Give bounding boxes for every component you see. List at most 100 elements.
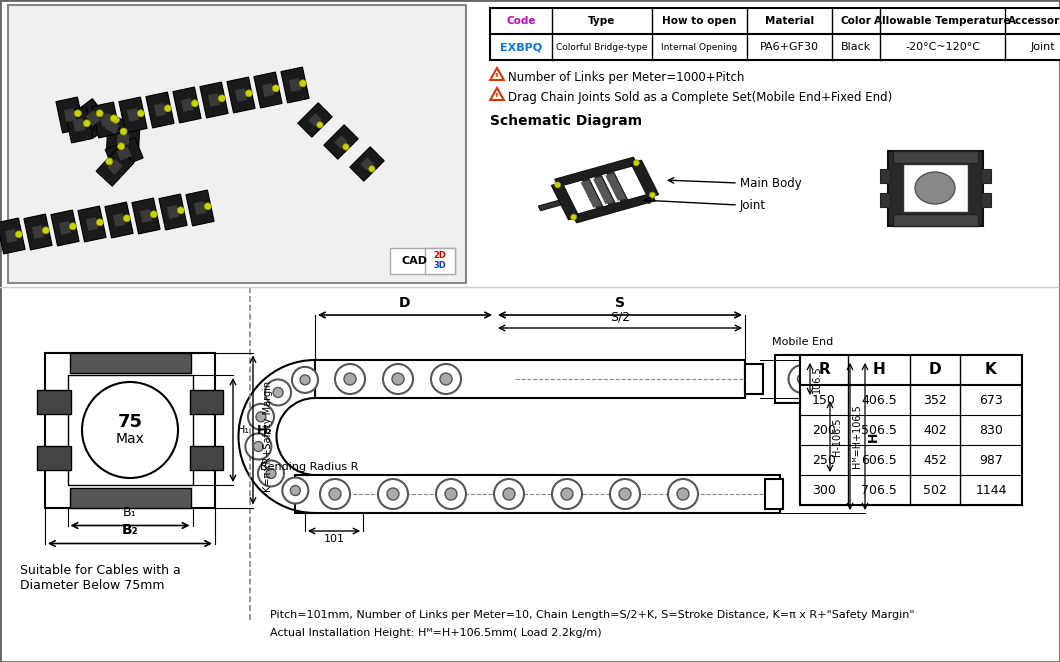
Polygon shape (78, 206, 106, 242)
Circle shape (290, 485, 300, 496)
Bar (70, 487, 191, 508)
Circle shape (344, 373, 356, 385)
Circle shape (387, 488, 399, 500)
Polygon shape (554, 157, 637, 187)
Circle shape (164, 105, 172, 112)
Circle shape (218, 95, 226, 102)
Polygon shape (65, 107, 93, 143)
Text: 2D: 2D (434, 250, 446, 260)
Polygon shape (73, 118, 85, 132)
Text: 101: 101 (323, 534, 344, 544)
Text: Colorful Bridge-type: Colorful Bridge-type (556, 42, 648, 52)
Bar (70, 352, 191, 373)
Bar (980, 169, 990, 183)
Circle shape (797, 374, 808, 384)
Polygon shape (117, 134, 129, 145)
Polygon shape (593, 177, 614, 204)
Polygon shape (631, 160, 658, 197)
Text: H: H (872, 363, 885, 377)
Circle shape (245, 90, 252, 97)
Text: PA6+GF30: PA6+GF30 (760, 42, 819, 52)
Text: 987: 987 (979, 453, 1003, 467)
Polygon shape (119, 97, 147, 133)
Text: Joint: Joint (1030, 42, 1055, 52)
Circle shape (300, 375, 310, 385)
Circle shape (378, 479, 408, 509)
Polygon shape (105, 120, 120, 134)
Circle shape (668, 479, 697, 509)
Circle shape (504, 488, 515, 500)
Circle shape (610, 479, 640, 509)
Text: 1144: 1144 (975, 483, 1007, 496)
Circle shape (120, 128, 127, 135)
Bar (425, 248, 455, 274)
Polygon shape (572, 193, 655, 223)
Polygon shape (96, 148, 134, 186)
Circle shape (292, 367, 318, 393)
Polygon shape (582, 177, 603, 209)
Circle shape (82, 382, 178, 478)
Bar (765, 479, 783, 509)
Circle shape (570, 214, 577, 220)
Text: 300: 300 (812, 483, 836, 496)
Circle shape (84, 120, 90, 127)
Circle shape (440, 373, 452, 385)
Polygon shape (159, 194, 187, 230)
Text: Bending Radius R: Bending Radius R (260, 461, 358, 471)
Text: Main Body: Main Body (740, 177, 801, 189)
Polygon shape (238, 360, 315, 513)
Polygon shape (86, 111, 101, 126)
Bar (800, 355, 1022, 505)
Polygon shape (298, 103, 332, 137)
Circle shape (255, 412, 266, 422)
Text: 200: 200 (812, 424, 836, 436)
Text: Code: Code (507, 16, 535, 26)
Text: Schematic Diagram: Schematic Diagram (490, 114, 642, 128)
Text: 250: 250 (812, 453, 836, 467)
Polygon shape (235, 88, 247, 102)
Text: S: S (615, 296, 625, 310)
Bar (902, 164, 968, 212)
Circle shape (96, 219, 103, 226)
Text: Actual Installation Height: Hᴹ=H+106.5mm( Load 2.2kg/m): Actual Installation Height: Hᴹ=H+106.5mm… (270, 628, 602, 638)
Polygon shape (146, 92, 174, 128)
Polygon shape (93, 110, 131, 144)
Text: -20°C~120°C: -20°C~120°C (905, 42, 981, 52)
Bar (315, 360, 745, 398)
Polygon shape (105, 202, 134, 238)
Bar (68, 375, 193, 485)
Polygon shape (334, 135, 348, 149)
Polygon shape (186, 190, 214, 226)
Text: B₂: B₂ (122, 522, 138, 536)
Polygon shape (262, 83, 275, 97)
Polygon shape (107, 128, 140, 152)
Bar (775, 355, 830, 403)
Polygon shape (281, 67, 310, 103)
Circle shape (118, 143, 125, 150)
Circle shape (106, 158, 112, 165)
Text: Suitable for Cables with a: Suitable for Cables with a (20, 564, 181, 577)
Circle shape (191, 100, 198, 107)
Circle shape (633, 160, 639, 166)
Circle shape (110, 115, 118, 122)
Text: 150: 150 (812, 393, 836, 406)
Bar (45, 352, 215, 508)
Polygon shape (0, 218, 25, 254)
Polygon shape (51, 210, 80, 246)
Text: H: H (867, 432, 880, 442)
Circle shape (74, 110, 82, 117)
Text: 506.5: 506.5 (861, 424, 897, 436)
Text: 830: 830 (979, 424, 1003, 436)
Circle shape (69, 223, 76, 230)
Circle shape (258, 461, 284, 487)
Polygon shape (254, 72, 282, 108)
Bar (37, 446, 71, 470)
Circle shape (42, 227, 50, 234)
Polygon shape (100, 113, 112, 127)
Bar (8, 5, 466, 283)
Text: 673: 673 (979, 393, 1003, 406)
Text: Hᴹ=H+106.5: Hᴹ=H+106.5 (852, 404, 862, 469)
Text: Type: Type (588, 16, 616, 26)
Circle shape (383, 364, 413, 394)
Text: H₂: H₂ (257, 424, 272, 436)
